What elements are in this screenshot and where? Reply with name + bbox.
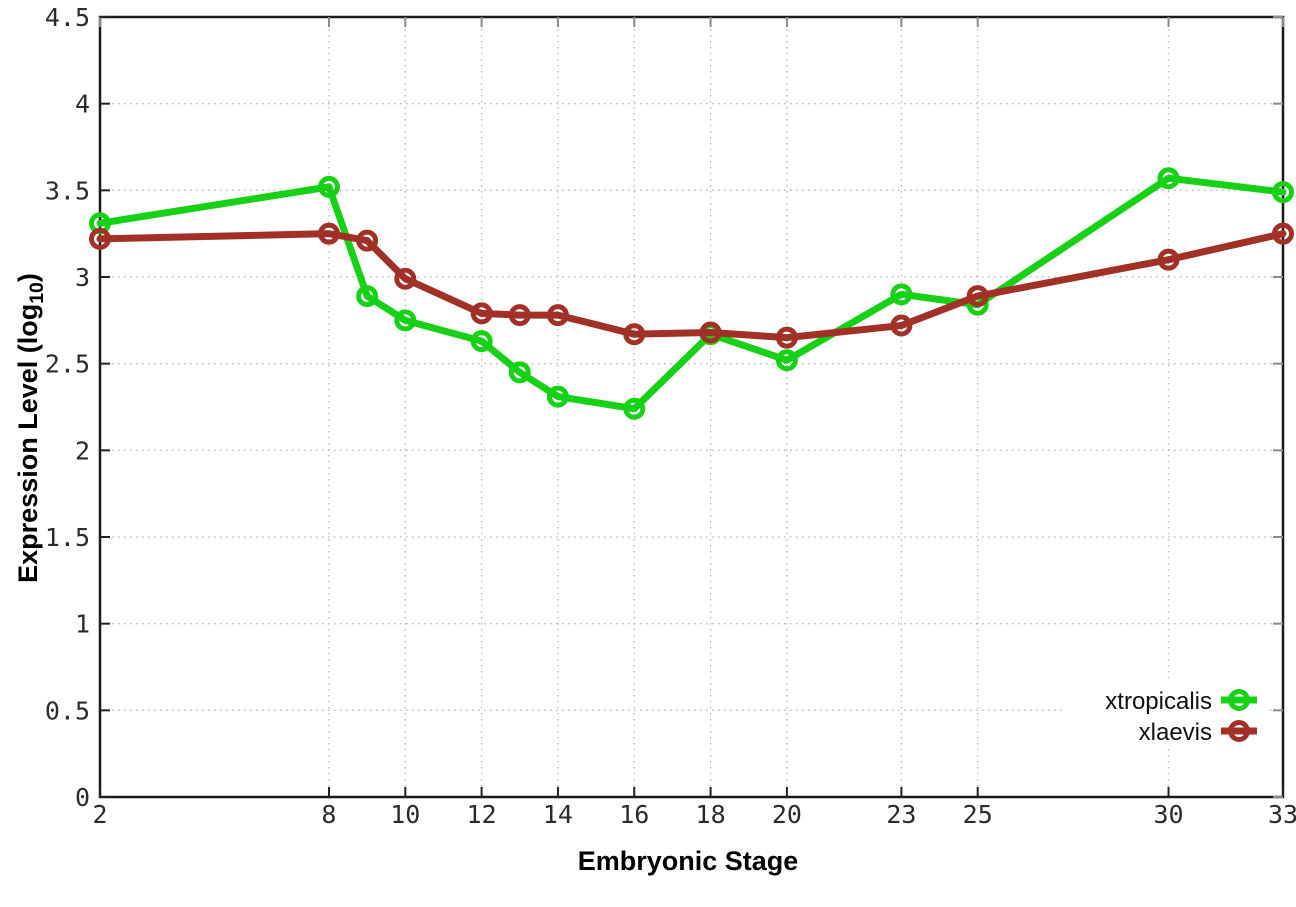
x-tick-label: 18 <box>696 800 726 829</box>
data-point-marker <box>1272 222 1294 245</box>
tick-labels: 2 8 10 12 14 16 18 20 23 25 30 33 0 0.5 1 1.5 2 2.5 3 3.5 4 4… <box>45 3 1296 829</box>
data-point-marker <box>699 321 722 344</box>
legend-label-xtropicalis: xtropicalis <box>1105 688 1212 715</box>
data-point-marker <box>317 175 340 198</box>
data-point-marker <box>470 302 493 325</box>
series-line <box>96 230 1287 342</box>
y-tick-label: 2.5 <box>45 350 90 379</box>
x-tick-label: 30 <box>1153 800 1183 829</box>
x-tick-label: 8 <box>321 800 336 829</box>
data-point-marker <box>394 267 417 290</box>
data-point-marker <box>394 309 417 332</box>
data-point-marker <box>546 304 569 327</box>
plot-border <box>98 15 1285 799</box>
grid <box>99 16 1284 798</box>
legend-marker-sample <box>1228 689 1250 711</box>
y-tick-label: 4 <box>75 90 90 119</box>
x-tick-label: 14 <box>543 800 573 829</box>
y-tick-label: 0.5 <box>45 696 90 725</box>
x-tick-label: 16 <box>619 800 649 829</box>
legend: xtropicalis xlaevis <box>1105 688 1257 746</box>
legend-marker-sample <box>1228 720 1250 742</box>
y-axis-label-main: Expression Level (log <box>12 303 43 583</box>
axis-ticks <box>99 16 1284 798</box>
x-tick-label: 23 <box>886 800 916 829</box>
y-axis-label-close: ) <box>12 273 43 283</box>
y-tick-label: 1.5 <box>45 523 90 552</box>
data-point-marker <box>89 227 111 250</box>
data-point-marker <box>775 349 798 372</box>
y-axis-label-sub: 10 <box>26 282 49 304</box>
data-point-marker <box>508 361 531 384</box>
data-point-marker <box>470 330 493 353</box>
data-point-marker <box>890 314 913 337</box>
data-point-marker <box>890 283 913 306</box>
x-tick-label: 12 <box>467 800 497 829</box>
x-tick-label: 25 <box>963 800 993 829</box>
data-point-marker <box>623 323 646 346</box>
data-point-marker <box>966 285 989 308</box>
x-tick-label: 33 <box>1268 800 1296 829</box>
data-point-marker <box>623 397 646 420</box>
x-axis-label: Embryonic Stage <box>577 846 799 876</box>
data-point-marker <box>546 385 569 408</box>
legend-label-xlaevis: xlaevis <box>1139 719 1212 746</box>
series-xtropicalis <box>89 167 1294 420</box>
data-point-marker <box>1157 248 1180 271</box>
x-tick-label: 20 <box>772 800 802 829</box>
y-axis-label: Expression Level (log10) <box>13 273 49 583</box>
y-tick-label: 0 <box>75 783 90 812</box>
y-tick-label: 4.5 <box>45 3 90 32</box>
x-tick-label: 2 <box>92 800 107 829</box>
y-tick-label: 3.5 <box>45 176 90 205</box>
series-xlaevis <box>89 222 1294 349</box>
y-tick-label: 2 <box>75 436 90 465</box>
y-tick-label: 3 <box>75 263 90 292</box>
data-point-marker <box>775 326 798 349</box>
series-line <box>96 174 1287 413</box>
data-point-marker <box>1157 167 1180 190</box>
y-tick-label: 1 <box>75 610 90 639</box>
x-tick-label: 10 <box>390 800 420 829</box>
data-point-marker <box>508 304 531 327</box>
data-point-marker <box>1272 181 1294 204</box>
data-point-marker <box>317 222 340 245</box>
data-point-marker <box>356 285 379 308</box>
data-point-marker <box>356 229 379 252</box>
